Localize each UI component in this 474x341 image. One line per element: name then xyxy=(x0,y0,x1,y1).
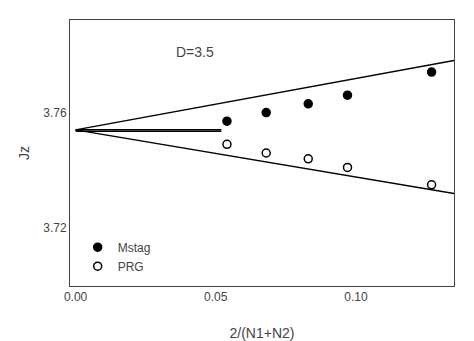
svg-text:Mstag: Mstag xyxy=(118,241,151,255)
svg-text:PRG: PRG xyxy=(118,260,144,274)
svg-text:2/(N1+N2): 2/(N1+N2) xyxy=(230,325,295,341)
svg-text:3.76: 3.76 xyxy=(43,106,67,120)
svg-text:3.72: 3.72 xyxy=(43,221,67,235)
svg-text:0.05: 0.05 xyxy=(204,290,228,304)
svg-text:D=3.5: D=3.5 xyxy=(176,44,214,60)
svg-text:Jz: Jz xyxy=(16,146,32,160)
svg-text:0.10: 0.10 xyxy=(344,290,368,304)
svg-text:0.00: 0.00 xyxy=(64,290,88,304)
